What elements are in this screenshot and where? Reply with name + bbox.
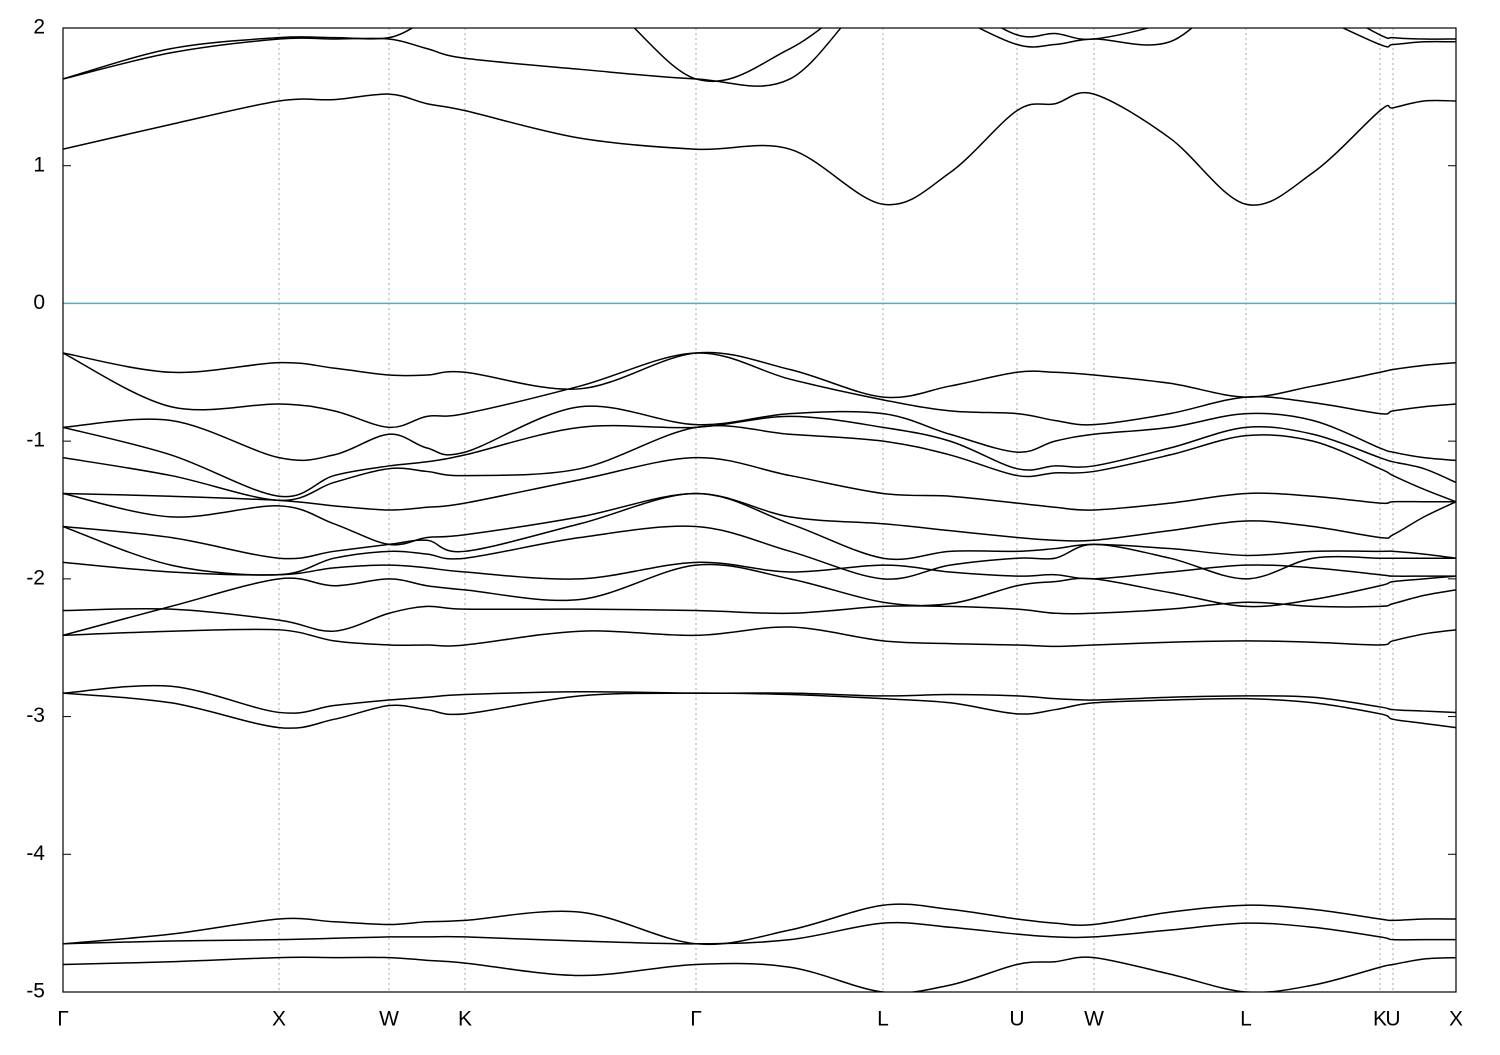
x-tick-label: W — [379, 1008, 399, 1031]
x-tick-label: U — [1385, 1008, 1400, 1031]
bands — [63, 28, 1456, 992]
band-line — [63, 492, 1456, 546]
x-tick-label: X — [1449, 1008, 1463, 1031]
band-line — [63, 28, 1456, 87]
y-tick-label: 0 — [33, 291, 45, 314]
band-line — [63, 903, 1456, 946]
band-line — [63, 456, 1456, 511]
y-tick-label: -4 — [26, 842, 45, 865]
band-line — [63, 424, 1456, 503]
band-line — [63, 492, 1456, 561]
band-line — [63, 921, 1456, 945]
x-tick-label: U — [1009, 1008, 1024, 1031]
y-tick-label: -2 — [26, 566, 45, 589]
band-line — [63, 956, 1456, 992]
x-tick-label: Γ — [690, 1008, 702, 1031]
band-line — [63, 589, 1456, 632]
band-line — [63, 351, 1456, 399]
y-tick-label: 2 — [33, 16, 45, 39]
y-tick-label: -5 — [26, 980, 45, 1003]
x-tick-label: L — [877, 1008, 889, 1031]
band-line — [63, 684, 1456, 714]
x-tick-label: X — [272, 1008, 286, 1031]
plot-frame — [62, 27, 1457, 993]
band-line — [63, 626, 1456, 648]
band-line — [63, 692, 1456, 729]
y-tick-label: -3 — [26, 704, 45, 727]
x-tick-label: W — [1084, 1008, 1104, 1031]
band-line — [63, 561, 1456, 580]
band-line — [63, 525, 1456, 580]
x-tick-label: L — [1240, 1008, 1252, 1031]
band-line — [63, 28, 1456, 83]
band-line — [63, 92, 1456, 206]
band-line — [63, 352, 1456, 429]
band-line — [63, 405, 1456, 462]
x-tick-label: K — [458, 1008, 472, 1031]
x-tick-label: Γ — [57, 1008, 69, 1031]
band-line — [63, 415, 1456, 498]
y-tick-label: 1 — [33, 153, 45, 176]
y-tick-label: -1 — [26, 429, 45, 452]
x-tick-label: K — [1373, 1008, 1387, 1031]
band-line — [63, 563, 1456, 637]
